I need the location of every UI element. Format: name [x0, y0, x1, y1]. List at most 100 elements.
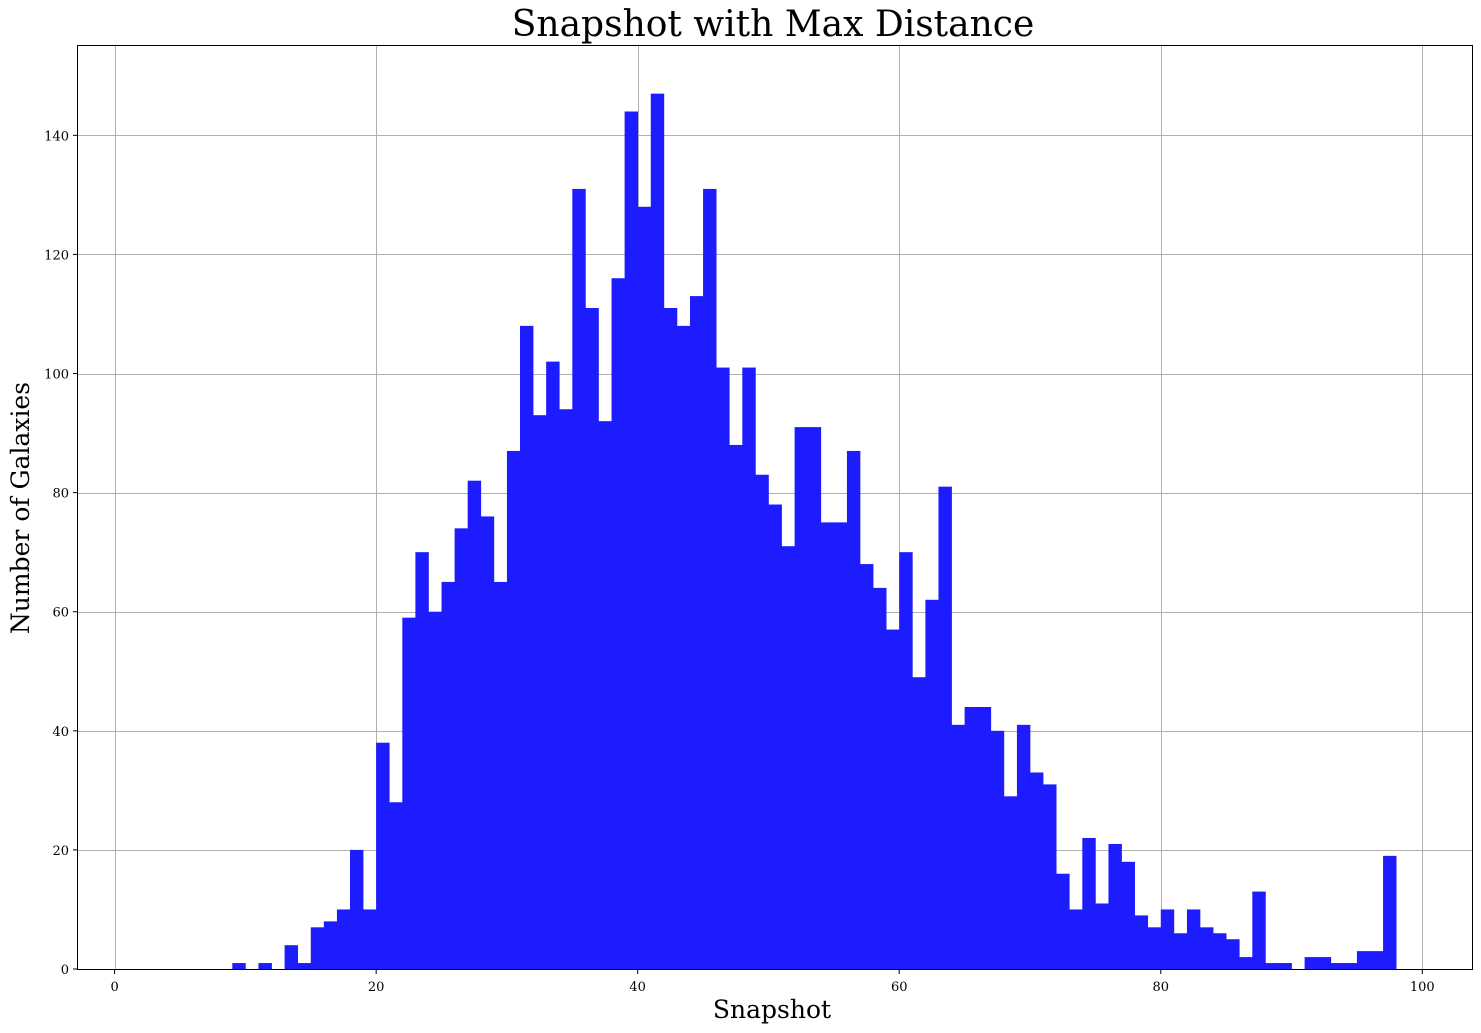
histogram-bar [1082, 837, 1096, 969]
histogram-bar [1030, 772, 1044, 969]
histogram-bar [1173, 933, 1188, 969]
x-tick-label: 80 [1152, 980, 1169, 995]
histogram-bar [232, 963, 246, 969]
histogram-bar [467, 480, 482, 969]
histogram-bar [441, 581, 455, 969]
histogram-bar [585, 308, 599, 969]
histogram-bar [977, 706, 992, 969]
histogram-bar [506, 450, 521, 969]
histogram-bar [716, 367, 730, 969]
histogram-bar [703, 188, 717, 969]
histogram-bar [1121, 861, 1135, 969]
histogram-bar [415, 552, 429, 969]
y-tick-label: 80 [52, 487, 69, 502]
y-axis-ticks: 0 20 40 60 80 100 120 140 [44, 129, 78, 978]
histogram-bar [938, 486, 952, 969]
y-axis-label: Number of Galaxies [6, 382, 35, 634]
y-tick-label: 120 [44, 248, 69, 263]
histogram-bar [820, 522, 835, 969]
histogram-bar [1056, 873, 1070, 969]
histogram-bar [1200, 927, 1214, 969]
histogram-bar [350, 849, 364, 969]
histogram-bar [493, 581, 508, 969]
histogram-bar [1252, 891, 1266, 969]
histogram-bar [676, 325, 691, 969]
histogram-bar [833, 522, 848, 969]
histogram-bar [663, 308, 678, 969]
histogram-bar [1108, 843, 1122, 969]
x-axis-label: Snapshot [713, 995, 831, 1024]
histogram-bar [572, 188, 586, 969]
histogram-bar [1239, 957, 1253, 969]
histogram-bar [1383, 855, 1397, 969]
histogram-bar [624, 111, 639, 969]
histogram-bar [1003, 796, 1018, 969]
histogram-bar [650, 93, 665, 969]
histogram-bar [559, 409, 573, 970]
histogram-bar [297, 963, 312, 969]
histogram-bar [964, 706, 979, 969]
histogram-bar [807, 427, 822, 969]
histogram-bar [376, 742, 390, 969]
histogram-bar [912, 677, 926, 969]
x-tick-label: 100 [1410, 980, 1435, 995]
x-axis-ticks: 0 20 40 60 80 100 [110, 969, 1435, 995]
histogram-bars [232, 93, 1397, 970]
histogram-bar [1304, 957, 1319, 969]
histogram-bar [729, 444, 743, 969]
histogram-bar [768, 504, 782, 969]
histogram-bar [1069, 909, 1083, 969]
x-tick-label: 0 [110, 980, 118, 995]
x-tick-label: 20 [368, 980, 385, 995]
histogram-bar [533, 415, 547, 969]
histogram-bar [990, 730, 1005, 969]
chart-title: Snapshot with Max Distance [512, 4, 1035, 45]
histogram-bar [611, 278, 625, 969]
histogram-bar [637, 206, 652, 969]
histogram-bar [402, 617, 416, 969]
histogram-bar [1343, 963, 1358, 969]
histogram-bar [363, 909, 377, 969]
histogram-bar [886, 629, 900, 969]
y-tick-label: 100 [44, 368, 69, 383]
histogram-bar [480, 516, 495, 969]
histogram-bar [690, 296, 704, 969]
histogram-bar [755, 474, 769, 969]
histogram-bar [1265, 963, 1279, 969]
histogram-bar [310, 927, 325, 969]
histogram-bar [428, 611, 442, 969]
histogram-bar [1043, 784, 1057, 969]
histogram-bar [454, 528, 469, 969]
histogram-bar [1213, 933, 1227, 969]
histogram-bar [1226, 939, 1240, 969]
histogram-bar [284, 945, 299, 969]
histogram-bar [1356, 951, 1371, 969]
histogram-bar [323, 921, 338, 969]
histogram-bar [1186, 909, 1201, 969]
x-tick-label: 40 [629, 980, 646, 995]
histogram-bar [899, 552, 913, 969]
histogram-bar [846, 450, 861, 969]
y-tick-label: 0 [61, 963, 69, 978]
histogram-bar [794, 427, 809, 969]
histogram-bar [1370, 951, 1384, 969]
histogram-bar [520, 325, 534, 969]
y-tick-label: 60 [52, 606, 69, 621]
histogram-bar [1330, 963, 1345, 969]
histogram-bar [951, 724, 965, 969]
histogram-bar [598, 421, 612, 969]
histogram-bar [389, 802, 403, 969]
histogram-bar [742, 367, 756, 969]
histogram-bar [1016, 724, 1031, 969]
histogram-bar [860, 564, 874, 969]
histogram-bar [873, 587, 887, 969]
histogram-bar [1147, 927, 1162, 969]
y-tick-label: 20 [52, 844, 69, 859]
histogram-bar [1278, 963, 1292, 969]
histogram-bar [1317, 957, 1332, 969]
histogram-bar [1160, 909, 1175, 969]
y-tick-label: 40 [52, 725, 69, 740]
histogram-bar [1095, 903, 1109, 969]
grid-lines [78, 46, 1472, 970]
